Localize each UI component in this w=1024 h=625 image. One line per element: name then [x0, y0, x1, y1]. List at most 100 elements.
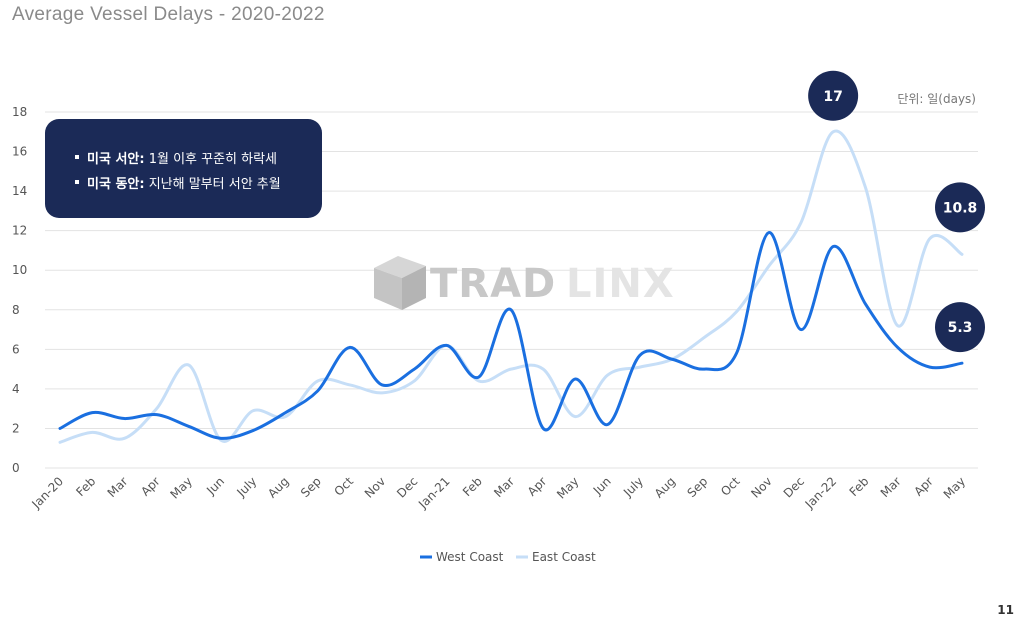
- data-point: [542, 368, 544, 370]
- data-point: [188, 425, 190, 427]
- series-line-west-coast: [58, 231, 964, 440]
- data-point: [349, 384, 351, 386]
- data-point: [510, 368, 512, 370]
- data-point: [381, 392, 383, 394]
- x-tick-label: Aug: [265, 474, 291, 500]
- x-axis-ticks: Jan-20 Feb Mar Apr May Jun July Aug Sep Oct Nov Dec…: [29, 474, 969, 512]
- data-point: [929, 238, 931, 240]
- data-point: [703, 368, 705, 370]
- data-point: [607, 423, 609, 425]
- y-tick-label: 8: [12, 303, 20, 317]
- y-tick-label: 18: [12, 105, 27, 119]
- data-point: [349, 346, 351, 348]
- x-tick-label: Jan-21: [415, 474, 453, 512]
- data-point: [897, 346, 899, 348]
- data-point: [897, 325, 899, 327]
- callout-circle: [935, 302, 985, 353]
- data-point: [317, 390, 319, 392]
- data-point: [832, 131, 834, 133]
- x-tick-label: Apr: [525, 474, 550, 499]
- legend: West Coast East Coast: [420, 550, 596, 564]
- y-tick-label: 4: [12, 382, 20, 396]
- data-point: [864, 186, 866, 188]
- note-box: 미국 서안: 1월 이후 꾸준히 하락세 미국 동안: 지난해 말부터 서안 추…: [45, 119, 322, 218]
- data-point: [478, 376, 480, 378]
- legend-label-east: East Coast: [532, 550, 596, 564]
- x-tick-label: Jun: [203, 474, 227, 498]
- bullet-icon: [75, 180, 79, 184]
- data-point: [703, 336, 705, 338]
- data-point: [639, 366, 641, 368]
- callout-bubble: 17: [808, 70, 859, 121]
- note-item-1: 미국 서안: 1월 이후 꾸준히 하락세: [87, 151, 277, 167]
- x-tick-label: Apr: [911, 474, 936, 499]
- bullet-icon: [75, 155, 79, 159]
- x-tick-label: Oct: [331, 474, 356, 499]
- callout-label: 17: [823, 89, 842, 105]
- data-point: [317, 380, 319, 382]
- x-tick-label: May: [941, 474, 968, 501]
- x-tick-label: Nov: [748, 474, 774, 500]
- x-tick-label: Apr: [138, 474, 163, 499]
- x-tick-label: May: [168, 474, 195, 501]
- data-point: [252, 429, 254, 431]
- y-axis-ticks: 0 2 4 6 8 10 12 14 16 18: [12, 105, 27, 475]
- data-point: [156, 408, 158, 410]
- data-point: [542, 427, 544, 429]
- note-item-2: 미국 동안: 지난해 말부터 서안 추월: [87, 176, 281, 192]
- data-point: [123, 437, 125, 439]
- x-tick-label: July: [234, 474, 260, 500]
- legend-label-west: West Coast: [436, 550, 504, 564]
- x-tick-label: Mar: [878, 474, 904, 500]
- y-tick-label: 16: [12, 145, 27, 159]
- data-point: [413, 380, 415, 382]
- data-point: [91, 412, 93, 414]
- data-point: [413, 368, 415, 370]
- x-tick-label: May: [554, 474, 581, 501]
- callout-bubble: 10.8: [935, 182, 985, 233]
- x-tick-label: Feb: [460, 474, 485, 499]
- x-tick-label: Mar: [105, 474, 131, 500]
- page-number: 11: [997, 603, 1014, 617]
- data-point: [59, 427, 61, 429]
- y-tick-label: 2: [12, 421, 20, 435]
- data-point: [252, 410, 254, 412]
- x-tick-label: Sep: [685, 474, 711, 500]
- x-tick-label: Dec: [781, 474, 807, 500]
- x-tick-label: Jan-22: [802, 474, 840, 512]
- x-tick-label: Jun: [590, 474, 614, 498]
- data-point: [91, 431, 93, 433]
- y-tick-label: 14: [12, 184, 27, 198]
- data-point: [574, 378, 576, 380]
- data-point: [220, 437, 222, 439]
- data-point: [800, 222, 802, 224]
- data-point: [961, 253, 963, 255]
- data-point: [285, 416, 287, 418]
- x-tick-label: Sep: [298, 474, 324, 500]
- page-title: Average Vessel Delays - 2020-2022: [12, 4, 325, 25]
- data-point: [446, 344, 448, 346]
- data-point: [285, 412, 287, 414]
- data-point: [929, 366, 931, 368]
- y-tick-label: 12: [12, 224, 27, 238]
- x-tick-label: Aug: [652, 474, 678, 500]
- data-point: [381, 384, 383, 386]
- data-point: [671, 358, 673, 360]
- callout-label: 10.8: [943, 200, 978, 216]
- callout-label: 5.3: [948, 320, 973, 336]
- watermark-text-light: LINX: [566, 261, 675, 307]
- data-point: [736, 352, 738, 354]
- watermark: TRAD LINX: [374, 256, 675, 310]
- x-tick-label: Mar: [491, 474, 517, 500]
- unit-label: 단위: 일(days): [897, 92, 976, 106]
- x-tick-label: Feb: [847, 474, 872, 499]
- data-point: [607, 374, 609, 376]
- data-point: [768, 265, 770, 267]
- x-tick-label: July: [620, 474, 646, 500]
- y-tick-label: 6: [12, 342, 20, 356]
- callout-circle: [935, 182, 985, 233]
- data-point: [123, 418, 125, 420]
- data-point: [736, 311, 738, 313]
- data-point: [510, 309, 512, 311]
